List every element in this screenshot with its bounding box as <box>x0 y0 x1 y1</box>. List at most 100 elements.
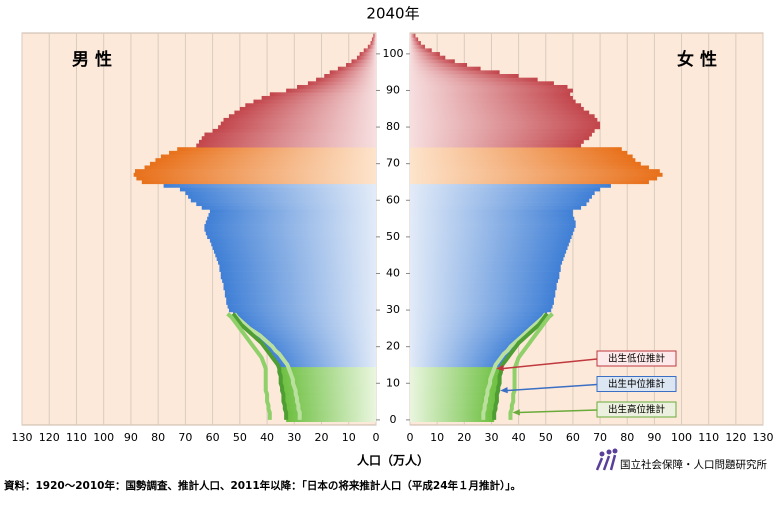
bar <box>286 414 376 419</box>
legend-arrow <box>506 383 598 392</box>
bar <box>410 275 560 280</box>
bar <box>220 121 376 126</box>
bar <box>410 191 595 196</box>
bar <box>410 388 499 393</box>
bar <box>223 117 376 122</box>
bar <box>307 81 376 86</box>
x-axis-title: 人口（万人） <box>357 453 429 468</box>
bar <box>269 352 376 357</box>
projection-line <box>481 312 548 420</box>
legend-label: 出生中位推計 <box>608 378 666 390</box>
bar <box>410 202 587 207</box>
bar <box>272 355 376 360</box>
bar <box>410 246 568 250</box>
bar <box>149 161 376 166</box>
bar <box>234 110 376 115</box>
bar <box>410 216 575 221</box>
bar <box>267 348 376 353</box>
bar <box>279 366 376 371</box>
x-tick-label: 70 <box>178 431 192 444</box>
bar <box>133 172 376 177</box>
legend-arrowhead <box>512 409 520 416</box>
bar <box>190 198 376 203</box>
bar <box>410 249 567 254</box>
bar <box>410 257 564 261</box>
bar <box>410 278 558 283</box>
bar <box>261 95 376 100</box>
bar <box>410 205 582 210</box>
bar <box>286 418 376 423</box>
bar <box>316 77 376 82</box>
bar <box>410 370 501 375</box>
bar <box>410 176 658 181</box>
bar <box>371 37 376 42</box>
x-tick-label: 50 <box>233 431 247 444</box>
bar <box>275 359 376 364</box>
bar <box>284 403 376 408</box>
bar <box>228 114 376 119</box>
bar <box>219 264 376 269</box>
bar <box>279 370 376 375</box>
bar <box>410 33 416 38</box>
bar <box>226 297 376 302</box>
bar <box>410 392 497 397</box>
x-tick-label: 10 <box>342 431 356 444</box>
x-tick-label: 40 <box>260 431 274 444</box>
bar <box>410 84 568 89</box>
bar <box>220 271 376 276</box>
legend-box <box>596 350 677 367</box>
series-label: 女 性 <box>677 49 717 70</box>
bar <box>410 264 561 269</box>
bar <box>410 117 598 122</box>
bar <box>410 224 576 229</box>
bar <box>410 66 481 71</box>
bar <box>163 183 376 188</box>
bar <box>410 194 592 199</box>
bar <box>410 293 556 298</box>
bar <box>283 392 376 397</box>
bar <box>277 363 376 368</box>
bar <box>329 70 376 75</box>
bar <box>351 59 376 64</box>
bar <box>410 110 590 115</box>
y-tick-label: 0 <box>390 413 397 426</box>
y-tick-label: 10 <box>386 376 400 389</box>
bar <box>283 396 376 401</box>
bar <box>196 143 376 148</box>
bar <box>410 81 554 86</box>
bar <box>410 238 571 243</box>
bar <box>337 66 376 71</box>
x-tick-label: 80 <box>151 431 165 444</box>
x-tick-label: 130 <box>753 431 774 444</box>
bar <box>410 88 573 93</box>
bar <box>211 242 376 247</box>
bar <box>155 158 376 163</box>
bar <box>286 410 376 415</box>
legend-arrowhead <box>500 387 508 394</box>
legend-label: 出生高位推計 <box>608 404 666 416</box>
bar <box>410 154 633 159</box>
x-tick-label: 120 <box>39 431 60 444</box>
bar <box>410 267 561 272</box>
bar <box>410 77 538 82</box>
bar <box>253 333 376 338</box>
bar <box>226 300 376 305</box>
bar <box>141 180 376 185</box>
bar <box>212 128 376 133</box>
y-tick-label: 70 <box>386 157 400 170</box>
x-tick-label: 60 <box>566 431 580 444</box>
bar <box>410 121 601 126</box>
bar <box>257 337 376 342</box>
bar <box>282 385 376 390</box>
bar <box>410 319 542 324</box>
y-tick-label: 60 <box>386 193 400 206</box>
bar <box>280 381 376 386</box>
bar <box>370 41 376 46</box>
bar <box>410 271 560 276</box>
bars <box>133 33 663 423</box>
bar <box>199 139 376 144</box>
bar <box>410 381 500 386</box>
bar <box>238 319 376 324</box>
bar <box>410 253 565 258</box>
